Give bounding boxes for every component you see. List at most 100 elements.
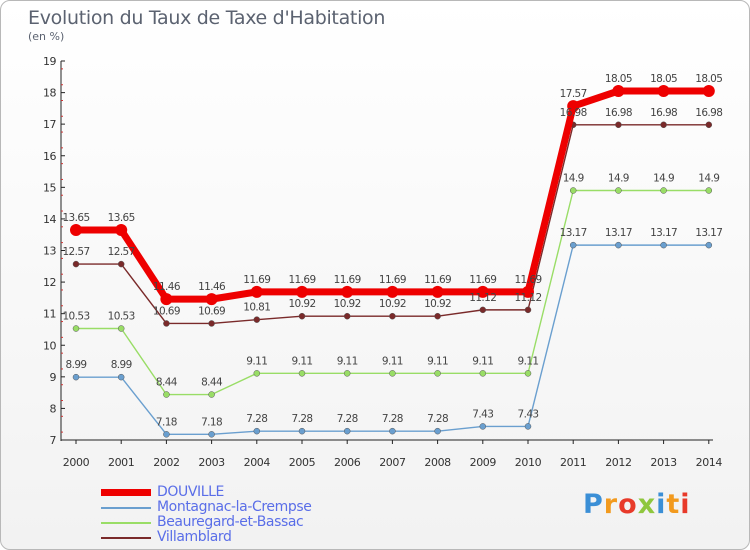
data-point [253,427,261,435]
data-label: 11.12 [514,292,541,304]
data-label: 13.17 [605,227,632,239]
data-label: 10.92 [288,298,315,310]
data-label: 11.69 [469,274,496,286]
data-label: 9.11 [337,355,358,367]
logo-letter: P [583,489,604,520]
data-label: 13.17 [695,227,722,239]
data-label: 8.99 [111,359,132,371]
data-point [208,391,215,398]
data-point [72,260,80,268]
data-label: 7.28 [382,413,403,425]
logo-letter: i [680,489,691,520]
data-point [298,370,306,377]
data-label: 10.69 [153,305,180,317]
data-point [250,285,263,298]
y-tick-label: 16 [43,150,56,163]
data-label: 13.65 [108,212,135,224]
data-point [434,370,441,377]
logo-letter: i [656,489,667,520]
data-label: 9.11 [246,355,267,367]
data-point [522,285,534,298]
logo-letter: r [603,489,619,520]
data-point [615,187,622,194]
data-point [615,121,622,129]
data-point [343,370,351,377]
x-tick-label: 2014 [696,456,723,469]
data-label: 9.11 [382,355,403,367]
data-point [657,85,670,98]
data-point [524,370,532,377]
data-label: 10.53 [62,311,89,323]
x-tick-label: 2005 [289,456,316,469]
data-point [298,312,306,320]
x-tick-label: 2002 [153,456,179,469]
logo-letter: o [618,489,638,520]
y-tick-label: 12 [43,276,56,289]
y-tick-label: 19 [43,55,56,68]
x-tick-label: 2006 [334,456,361,469]
data-point [479,423,487,430]
data-label: 13.17 [560,227,587,239]
data-label: 8.44 [201,377,223,389]
data-label: 14.9 [608,172,629,184]
data-label: 7.28 [246,413,267,425]
data-label: 18.05 [650,73,677,85]
data-point [524,306,532,314]
data-label: 10.92 [379,298,406,310]
data-label: 13.17 [650,227,677,239]
data-point [163,391,170,398]
x-tick-label: 2003 [198,456,225,469]
data-point [117,325,125,332]
data-point [389,427,396,435]
x-tick-label: 2013 [650,456,677,469]
data-label: 11.69 [243,274,270,286]
data-point [343,427,351,435]
data-label: 10.53 [108,311,135,323]
data-label: 13.65 [62,212,89,224]
data-label: 11.69 [288,274,315,286]
data-label: 11.69 [379,274,406,286]
x-tick-label: 2004 [244,456,271,469]
data-point [386,285,399,298]
data-label: 10.92 [424,298,451,310]
data-point [253,370,261,377]
y-tick-label: 7 [50,434,57,447]
data-point [253,316,261,323]
data-point [341,285,354,298]
legend-label: Beauregard-et-Bassac [157,514,304,530]
logo-letter: x [637,489,657,520]
data-point [160,293,173,306]
data-point [72,373,80,381]
data-point [343,312,351,320]
data-label: 9.11 [427,355,448,367]
data-point [208,431,215,438]
data-point [431,285,444,298]
x-tick-label: 2010 [515,456,542,469]
data-point [660,241,667,249]
legend-item: Villamblard [101,530,311,545]
x-tick-label: 2009 [470,456,497,469]
legend-label: Montagnac-la-Crempse [157,499,312,515]
legend-label: DOUVILLE [157,484,224,500]
data-label: 7.28 [337,413,358,425]
data-point [70,223,82,236]
x-tick-label: 2007 [379,456,406,469]
data-point [163,431,170,438]
data-label: 10.92 [334,298,361,310]
legend-item: DOUVILLE [101,485,311,500]
data-label: 7.18 [201,416,222,428]
data-label: 11.69 [514,274,541,286]
data-label: 10.81 [243,302,270,314]
legend-item: Montagnac-la-Crempse [101,499,312,515]
data-label: 16.98 [560,107,587,119]
data-point [479,370,487,377]
data-label: 11.69 [334,274,361,286]
y-tick-label: 15 [43,181,56,194]
logo-letter: t [666,489,681,520]
y-tick-label: 11 [43,308,56,321]
data-point [434,312,441,320]
data-label: 7.28 [427,413,448,425]
legend-swatch [101,521,151,524]
x-tick-label: 2011 [560,456,586,469]
